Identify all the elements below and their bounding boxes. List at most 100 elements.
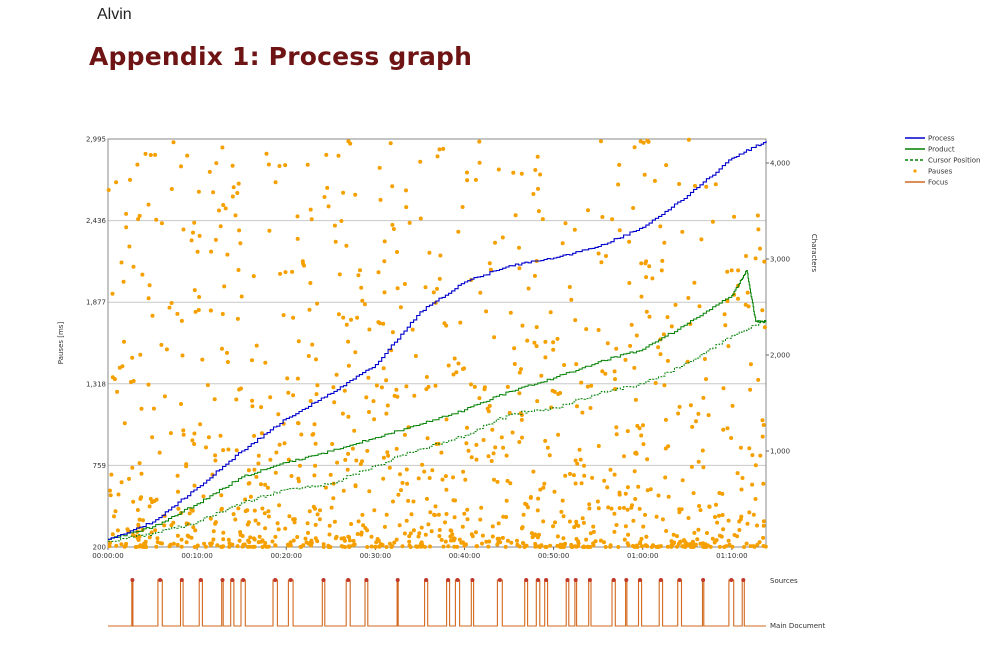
pause-point	[297, 463, 302, 468]
pause-point	[373, 544, 378, 549]
pause-point	[404, 188, 408, 193]
pause-point	[384, 378, 389, 383]
pause-point	[763, 544, 768, 549]
pause-point	[315, 383, 320, 388]
pause-point	[185, 153, 190, 158]
pause-point	[661, 332, 666, 337]
pause-point	[708, 544, 713, 549]
pause-point	[562, 363, 567, 367]
pause-point	[402, 432, 407, 437]
pause-point	[291, 517, 296, 522]
pause-point	[242, 542, 247, 547]
pause-point	[220, 346, 224, 351]
pause-point	[146, 382, 151, 387]
pause-point	[523, 501, 528, 506]
pause-point	[405, 481, 410, 486]
pause-point	[424, 375, 429, 379]
pause-point	[213, 458, 218, 463]
pause-point	[192, 431, 197, 436]
pause-point	[751, 512, 756, 517]
pause-point	[305, 162, 310, 167]
pause-point	[605, 341, 610, 346]
pause-point	[154, 217, 159, 222]
pause-point	[346, 339, 351, 344]
x-tick-label: 01:00:00	[627, 552, 658, 560]
pause-point	[663, 475, 668, 480]
pause-point	[480, 541, 484, 546]
pause-point	[715, 520, 720, 525]
pause-point	[665, 544, 670, 549]
pause-point	[381, 321, 386, 326]
pause-point	[431, 290, 436, 295]
pause-point	[349, 317, 353, 322]
pause-point	[277, 503, 282, 508]
pause-point	[561, 536, 566, 541]
pause-point	[533, 168, 538, 172]
pause-point	[481, 438, 486, 442]
pause-point	[191, 230, 195, 235]
pause-point	[449, 538, 453, 543]
pause-point	[395, 250, 399, 254]
pause-point	[753, 256, 758, 261]
pause-point	[713, 182, 718, 187]
pause-point	[137, 461, 142, 466]
pause-point	[291, 538, 296, 543]
pause-point	[122, 339, 126, 344]
pause-point	[536, 496, 541, 501]
pause-point	[477, 139, 482, 144]
focus-marker	[446, 578, 451, 582]
pause-point	[153, 528, 158, 533]
pause-point	[644, 309, 649, 314]
pause-point	[640, 544, 644, 549]
pause-point	[627, 281, 632, 285]
pause-point	[534, 344, 539, 349]
pause-point	[333, 239, 338, 244]
pause-point	[310, 342, 315, 347]
pause-point	[646, 139, 651, 144]
pause-point	[490, 534, 495, 539]
pause-point	[153, 152, 158, 157]
pause-point	[396, 492, 401, 497]
pause-point	[191, 525, 196, 530]
focus-marker	[701, 578, 706, 582]
pause-point	[268, 457, 273, 462]
pause-point	[213, 453, 218, 458]
pause-point	[179, 318, 184, 323]
pause-point	[189, 238, 194, 243]
pause-point	[262, 543, 267, 548]
pause-point	[276, 527, 281, 532]
pause-point	[622, 505, 626, 510]
pause-point	[336, 312, 341, 317]
pause-point	[252, 508, 257, 513]
pause-point	[591, 529, 596, 534]
pause-point	[466, 448, 471, 453]
pause-point	[365, 448, 370, 453]
x-tick-label: 00:00:00	[92, 552, 123, 560]
pause-point	[593, 539, 598, 544]
pause-point	[437, 534, 442, 538]
pause-point	[748, 387, 753, 392]
pause-point	[143, 151, 148, 156]
pause-point	[529, 531, 534, 536]
pause-point	[266, 162, 271, 167]
left-tick-label: 1,318	[86, 380, 106, 388]
pause-point	[493, 240, 497, 245]
pause-point	[612, 369, 617, 374]
pause-point	[560, 498, 565, 503]
pause-point	[425, 436, 430, 441]
pause-point	[160, 541, 164, 546]
pause-point	[641, 423, 645, 428]
pause-point	[213, 237, 218, 242]
pause-point	[663, 446, 668, 451]
pause-point	[419, 525, 424, 530]
pause-point	[339, 219, 344, 223]
pause-point	[252, 544, 257, 549]
pause-point	[551, 340, 556, 345]
pause-point	[252, 467, 257, 472]
pause-point	[187, 511, 192, 516]
pause-point	[418, 159, 423, 164]
pause-point	[220, 312, 225, 316]
pause-point	[135, 162, 140, 167]
pause-point	[698, 541, 703, 546]
pause-point	[140, 272, 145, 277]
